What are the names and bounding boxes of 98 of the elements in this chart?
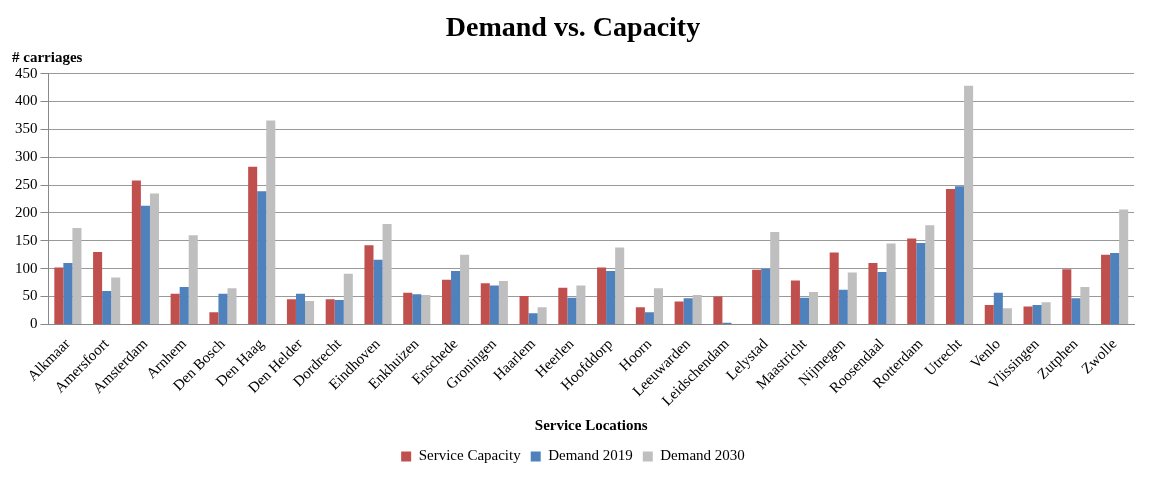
bar: [877, 272, 887, 324]
bar: [653, 288, 663, 324]
bar: [1032, 304, 1042, 324]
bar: [1041, 302, 1051, 324]
bar: [770, 231, 780, 324]
y-axis-title: # carriages: [12, 48, 83, 65]
bar: [838, 289, 848, 324]
y-tick-label: 0: [30, 315, 38, 332]
bar: [683, 298, 693, 324]
bar: [576, 285, 586, 324]
bar: [111, 277, 121, 324]
bar: [131, 180, 141, 324]
bar: [847, 272, 857, 324]
legend-label: Demand 2019: [548, 447, 633, 464]
bar: [567, 297, 577, 324]
bar: [266, 120, 276, 324]
bar: [597, 267, 607, 324]
bar: [809, 292, 819, 324]
bar: [945, 188, 956, 324]
bar: [72, 228, 82, 324]
legend-label: Demand 2030: [660, 447, 745, 464]
x-axis-title: Service Locations: [534, 416, 648, 433]
bar: [1110, 253, 1120, 324]
bar: [286, 299, 296, 324]
bar: [441, 279, 452, 324]
bar: [209, 312, 219, 324]
chart-title: Demand vs. Capacity: [445, 11, 701, 43]
bar: [993, 292, 1003, 324]
bar: [1002, 308, 1012, 324]
bar: [480, 283, 490, 324]
bar: [1101, 254, 1111, 324]
bar: [373, 259, 383, 324]
bar: [886, 243, 896, 324]
bar: [1119, 209, 1129, 324]
bar: [790, 280, 800, 324]
bar: [498, 280, 508, 324]
bar: [615, 247, 625, 324]
bar: [403, 292, 413, 324]
y-tick-label: 50: [22, 287, 38, 304]
y-tick-label: 300: [15, 148, 38, 165]
y-tick-label: 450: [15, 64, 38, 81]
bar: [63, 263, 73, 324]
bar: [606, 270, 616, 324]
bar: [179, 287, 189, 324]
bar: [1071, 298, 1081, 324]
bar: [305, 301, 315, 324]
y-tick-label: 150: [15, 231, 38, 248]
bar: [635, 307, 645, 324]
bar: [964, 85, 974, 324]
bar: [451, 270, 461, 324]
bar: [692, 294, 702, 324]
bar: [460, 254, 470, 324]
bar: [325, 299, 335, 324]
y-tick-label: 350: [15, 120, 38, 137]
bar: [984, 304, 994, 324]
bar: [1062, 269, 1072, 324]
bar: [674, 301, 684, 324]
bar: [412, 294, 422, 324]
legend-label: Service Capacity: [418, 447, 522, 464]
bar: [421, 294, 431, 324]
bar: [364, 245, 374, 324]
bar: [916, 243, 926, 324]
bar: [102, 290, 112, 324]
bar: [248, 166, 258, 324]
bar: [528, 313, 538, 324]
bar: [761, 268, 771, 324]
bar: [907, 238, 917, 324]
bar: [489, 285, 499, 324]
bar: [170, 293, 180, 324]
bar: [519, 296, 529, 324]
bar: [140, 205, 150, 324]
bar: [829, 252, 839, 324]
bar: [257, 191, 267, 324]
bar: [713, 296, 723, 324]
bar: [1023, 306, 1033, 324]
bar: [955, 186, 965, 324]
bar: [334, 299, 344, 324]
bar: [382, 224, 392, 324]
bar: [799, 297, 809, 324]
bar: [752, 269, 762, 324]
bar: [218, 293, 228, 324]
bar: [54, 267, 64, 324]
bar: [925, 225, 935, 324]
bar: [537, 307, 547, 324]
bar: [149, 193, 159, 324]
y-tick-label: 100: [15, 259, 38, 276]
bar: [1080, 287, 1090, 324]
bar: [93, 251, 103, 324]
bar: [644, 312, 654, 324]
bar: [558, 287, 568, 324]
y-tick-label: 400: [15, 92, 38, 109]
bar: [295, 293, 306, 324]
bar: [227, 288, 237, 324]
bar: [343, 273, 353, 324]
bar: [868, 263, 878, 324]
y-tick-label: 200: [15, 203, 38, 220]
y-tick-label: 250: [15, 176, 38, 193]
bar: [188, 235, 198, 324]
